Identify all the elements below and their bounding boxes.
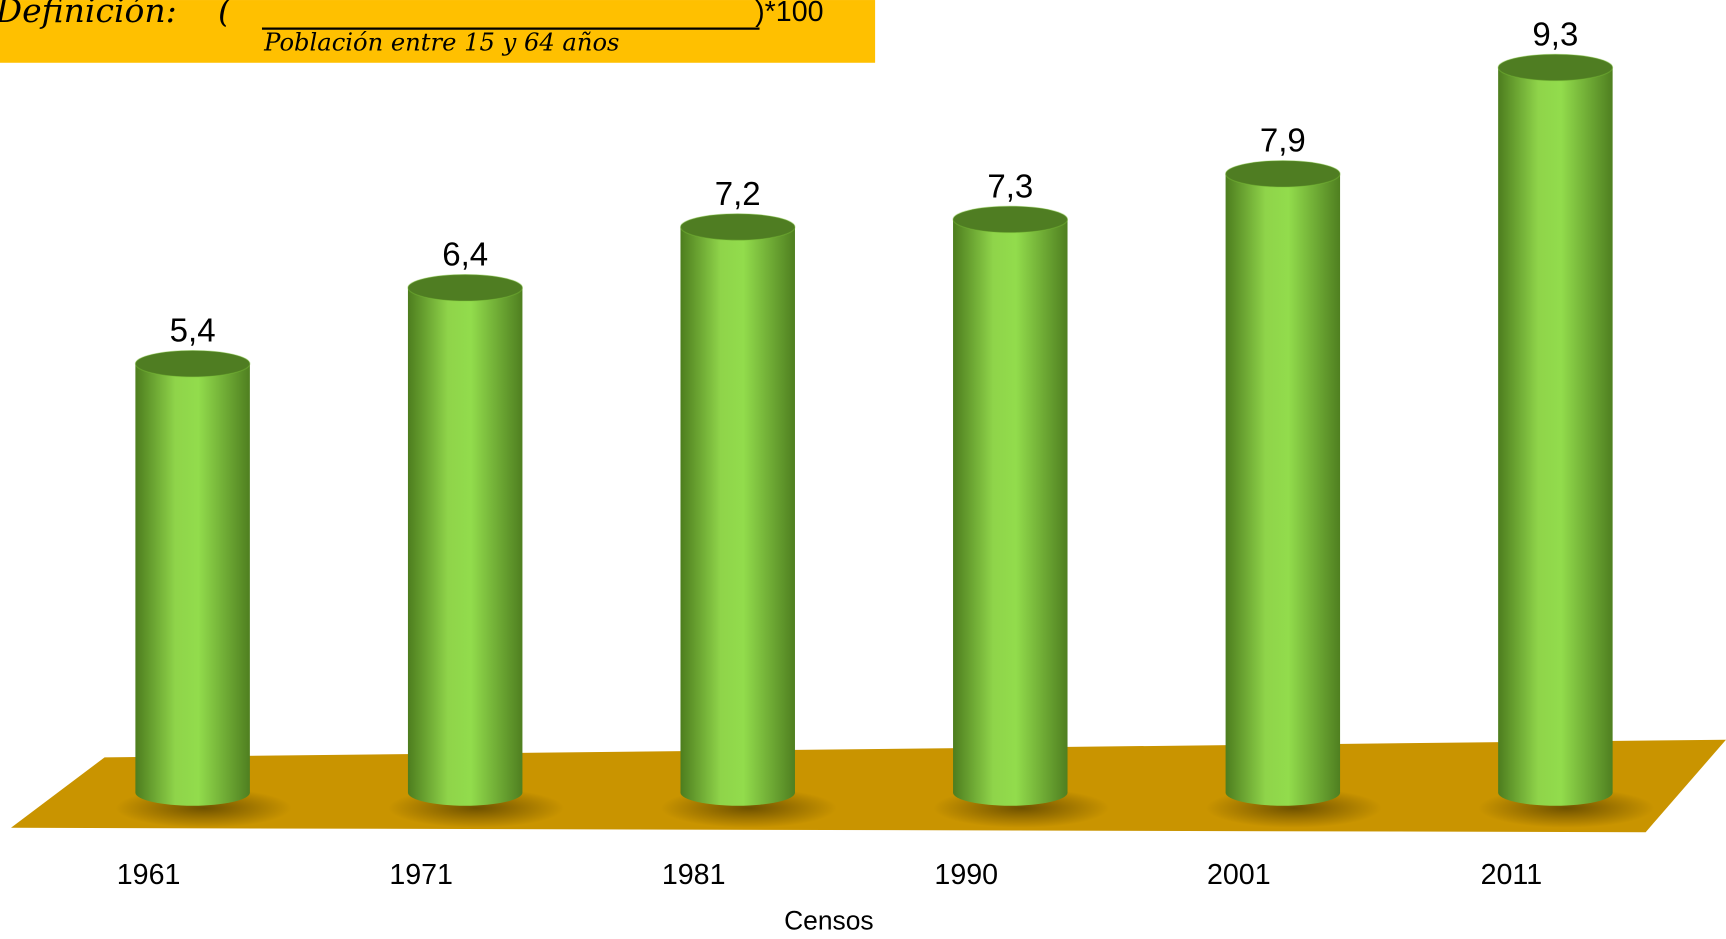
bar-body	[953, 219, 1068, 806]
definition-label: Definición:	[0, 0, 177, 30]
value-label: 7,2	[715, 175, 761, 212]
bar-top	[407, 274, 523, 302]
bar-top	[1225, 160, 1341, 188]
bar-top	[952, 205, 1069, 234]
x-tick-label: 1971	[389, 859, 453, 891]
bar	[952, 205, 1069, 806]
x-tick-label: 1981	[662, 859, 726, 891]
bar-top	[134, 349, 251, 378]
bar	[407, 274, 523, 806]
value-label: 7,9	[1260, 122, 1306, 159]
bar-top	[1497, 53, 1614, 82]
bar-body	[1498, 67, 1613, 806]
bar-body	[1225, 173, 1341, 806]
x-tick-label: 1990	[934, 859, 998, 891]
value-label: 5,4	[170, 312, 216, 349]
bar	[679, 213, 796, 806]
value-label: 7,3	[987, 167, 1033, 204]
value-label: 9,3	[1532, 15, 1578, 52]
definition-close: )*100	[755, 0, 823, 28]
x-tick-label: 2001	[1207, 859, 1271, 891]
bar-body	[135, 363, 250, 806]
x-tick-label: 1961	[117, 859, 181, 891]
bar	[1497, 53, 1614, 806]
bar-body	[407, 287, 523, 806]
bar	[134, 349, 251, 806]
definition-box	[0, 0, 876, 63]
x-axis-label: Censos	[784, 905, 874, 935]
x-tick-label: 2011	[1481, 859, 1543, 891]
definition-open: (	[218, 0, 232, 30]
bar-body	[680, 227, 795, 806]
bar-top	[679, 213, 796, 241]
bar	[1225, 160, 1341, 806]
value-label: 6,4	[442, 236, 488, 273]
definition-denominator: Población entre 15 y 64 años	[263, 29, 619, 57]
